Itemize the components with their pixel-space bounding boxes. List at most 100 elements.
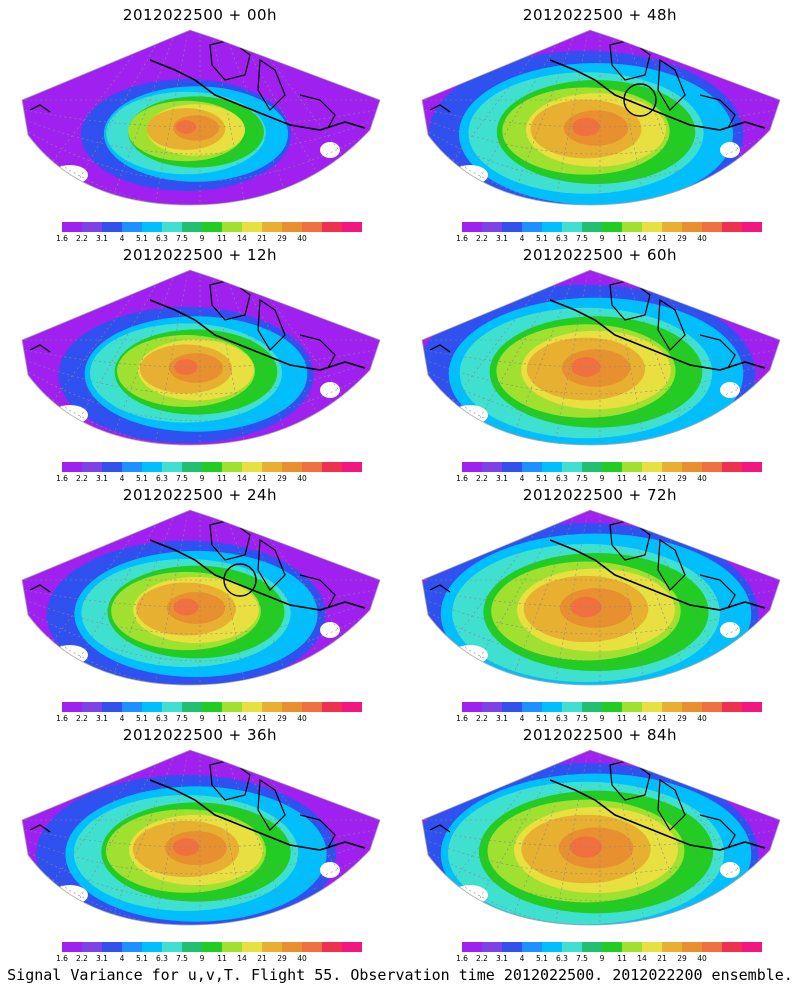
- colorbar-segment: [662, 702, 682, 712]
- colorbar-segment: [542, 462, 562, 472]
- colorbar-tick-label: 7.5: [176, 234, 188, 243]
- colorbar-tick-label: 2.2: [476, 474, 488, 483]
- colorbar-tick-label: 6.3: [556, 474, 568, 483]
- colorbar-segment: [582, 942, 602, 952]
- colorbar-tick-label: 3.1: [96, 474, 108, 483]
- colorbar-segment: [602, 942, 622, 952]
- colorbar-segment: [582, 222, 602, 232]
- colorbar-segment: [662, 462, 682, 472]
- colorbar-segment: [202, 222, 222, 232]
- colorbar-tick-label: 21: [657, 474, 667, 483]
- colorbar-tick-label: 29: [677, 474, 687, 483]
- colorbar-segment: [542, 222, 562, 232]
- colorbar-segment: [722, 702, 742, 712]
- panel-title: 2012022500 + 36h: [122, 726, 278, 744]
- colorbar-segment: [542, 702, 562, 712]
- colorbar-tick-label: 40: [297, 234, 307, 243]
- colorbar-segment: [282, 222, 302, 232]
- colorbar-segment: [222, 222, 242, 232]
- colorbar-segment: [342, 702, 362, 712]
- panel-title: 2012022500 + 72h: [522, 486, 678, 504]
- colorbar-segment: [622, 222, 642, 232]
- colorbar-labels: 1.6 2.2 3.1 4 5.1 6.3 7.5 9 11 14 21 29 40: [56, 714, 362, 724]
- colorbar-segment: [282, 942, 302, 952]
- colorbar-tick-label: 4: [119, 714, 125, 723]
- colorbar-tick-label: 4: [519, 954, 525, 963]
- colorbar-tick-label: 21: [257, 474, 267, 483]
- colorbar-segment: [322, 702, 342, 712]
- colorbar-tick-label: 1.6: [456, 474, 468, 483]
- colorbar-segment: [182, 222, 202, 232]
- colorbar-segment: [582, 702, 602, 712]
- colorbar-tick-label: 5.1: [536, 954, 548, 963]
- colorbar-segment: [262, 702, 282, 712]
- colorbar-tick-label: 40: [697, 474, 707, 483]
- variance-map: [421, 269, 781, 446]
- colorbar-tick-label: 29: [677, 234, 687, 243]
- colorbar-segment: [262, 942, 282, 952]
- colorbar-tick-label: 6.3: [156, 954, 168, 963]
- colorbar: [62, 462, 362, 472]
- colorbar-segment: [162, 942, 182, 952]
- colorbar-labels: 1.6 2.2 3.1 4 5.1 6.3 7.5 9 11 14 21 29 40: [56, 954, 362, 964]
- colorbar-segment: [62, 942, 82, 952]
- colorbar-tick-label: 5.1: [536, 714, 548, 723]
- colorbar-tick-label: 2.2: [76, 234, 88, 243]
- colorbar-tick-label: 21: [257, 714, 267, 723]
- colorbar-segment: [742, 702, 762, 712]
- colorbar-segment: [342, 942, 362, 952]
- colorbar-segment: [62, 462, 82, 472]
- colorbar-tick-label: 11: [617, 474, 627, 483]
- colorbar-labels: 1.6 2.2 3.1 4 5.1 6.3 7.5 9 11 14 21 29 40: [56, 234, 362, 244]
- variance-map: [21, 509, 381, 686]
- colorbar-segment: [522, 942, 542, 952]
- colorbar-tick-label: 7.5: [576, 474, 588, 483]
- panel-title: 2012022500 + 48h: [522, 6, 678, 24]
- colorbar-tick-label: 29: [277, 714, 287, 723]
- colorbar-segment: [82, 942, 102, 952]
- colorbar-tick-label: 29: [277, 474, 287, 483]
- colorbar-segment: [122, 462, 142, 472]
- colorbar-tick-label: 4: [119, 234, 125, 243]
- colorbar-segment: [242, 942, 262, 952]
- colorbar-segment: [622, 702, 642, 712]
- colorbar-segment: [142, 702, 162, 712]
- colorbar-segment: [642, 462, 662, 472]
- colorbar-segment: [142, 222, 162, 232]
- colorbar-segment: [322, 462, 342, 472]
- colorbar-tick-label: 7.5: [176, 714, 188, 723]
- colorbar-tick-label: 14: [637, 954, 647, 963]
- colorbar-segment: [522, 702, 542, 712]
- colorbar-tick-label: 1.6: [56, 954, 68, 963]
- map-panel: 2012022500 + 72h 1.6 2.2 3.1 4 5.1 6.3 7.5 9 11 14…: [400, 480, 800, 723]
- colorbar-segment: [122, 942, 142, 952]
- colorbar-tick-label: 3.1: [96, 954, 108, 963]
- colorbar-tick-label: 9: [199, 474, 205, 483]
- colorbar-segment: [602, 702, 622, 712]
- colorbar-tick-label: 2.2: [76, 714, 88, 723]
- colorbar-tick-label: 9: [599, 954, 605, 963]
- variance-map: [21, 269, 381, 446]
- colorbar-segment: [102, 702, 122, 712]
- colorbar-segment: [222, 942, 242, 952]
- colorbar-segment: [722, 222, 742, 232]
- colorbar-labels: 1.6 2.2 3.1 4 5.1 6.3 7.5 9 11 14 21 29 40: [456, 234, 762, 244]
- variance-map: [21, 749, 381, 926]
- colorbar-segment: [302, 462, 322, 472]
- colorbar-tick-label: 40: [297, 954, 307, 963]
- colorbar-segment: [482, 462, 502, 472]
- colorbar-tick-label: 5.1: [536, 474, 548, 483]
- colorbar-segment: [202, 702, 222, 712]
- panel-title: 2012022500 + 00h: [122, 6, 278, 24]
- colorbar-tick-label: 7.5: [176, 474, 188, 483]
- colorbar-tick-label: 14: [637, 714, 647, 723]
- colorbar: [462, 942, 762, 952]
- colorbar-tick-label: 29: [277, 234, 287, 243]
- colorbar-segment: [122, 222, 142, 232]
- colorbar-segment: [622, 942, 642, 952]
- colorbar-segment: [482, 702, 502, 712]
- colorbar-tick-label: 4: [519, 474, 525, 483]
- colorbar-tick-label: 4: [119, 954, 125, 963]
- colorbar-tick-label: 29: [677, 954, 687, 963]
- colorbar-tick-label: 40: [697, 234, 707, 243]
